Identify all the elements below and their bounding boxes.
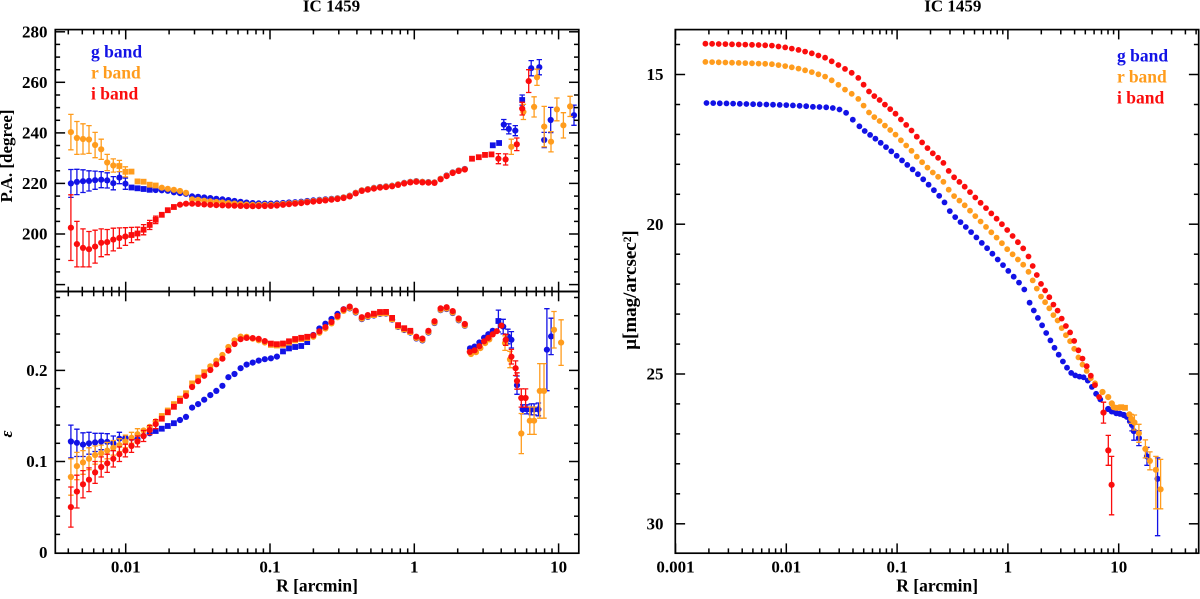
svg-text:0.01: 0.01 xyxy=(771,558,801,577)
svg-text:0.1: 0.1 xyxy=(886,558,907,577)
svg-text:0.1: 0.1 xyxy=(259,558,280,577)
svg-text:R [arcmin]: R [arcmin] xyxy=(896,576,978,596)
svg-text:g band: g band xyxy=(91,42,142,62)
svg-text:15: 15 xyxy=(647,65,664,84)
svg-text:10: 10 xyxy=(550,558,567,577)
svg-text:i band: i band xyxy=(91,84,138,104)
svg-text:200: 200 xyxy=(22,225,48,244)
svg-text:IC 1459: IC 1459 xyxy=(303,0,360,16)
svg-text:25: 25 xyxy=(647,365,664,384)
svg-text:0.2: 0.2 xyxy=(26,361,47,380)
svg-text:280: 280 xyxy=(22,22,48,41)
svg-text:r band: r band xyxy=(1117,67,1167,87)
svg-text:20: 20 xyxy=(647,215,664,234)
svg-text:220: 220 xyxy=(22,174,48,193)
svg-text:IC 1459: IC 1459 xyxy=(924,0,981,16)
svg-text:260: 260 xyxy=(22,73,48,92)
svg-text:1: 1 xyxy=(410,558,419,577)
svg-text:0: 0 xyxy=(39,543,48,562)
svg-text:r band: r band xyxy=(91,63,141,83)
svg-text:μ[mag/arcsec²]: μ[mag/arcsec²] xyxy=(620,230,641,350)
svg-text:g band: g band xyxy=(1117,46,1168,66)
svg-text:10: 10 xyxy=(1110,558,1127,577)
svg-text:0.1: 0.1 xyxy=(26,452,47,471)
svg-text:30: 30 xyxy=(647,514,664,533)
svg-text:ε: ε xyxy=(0,430,16,437)
svg-text:1: 1 xyxy=(1004,558,1013,577)
svg-text:P.A. [degree]: P.A. [degree] xyxy=(0,109,16,202)
svg-text:R [arcmin]: R [arcmin] xyxy=(276,576,358,596)
svg-text:0.01: 0.01 xyxy=(111,558,141,577)
svg-text:0.001: 0.001 xyxy=(656,558,694,577)
svg-text:i band: i band xyxy=(1117,88,1164,108)
svg-text:240: 240 xyxy=(22,124,48,143)
